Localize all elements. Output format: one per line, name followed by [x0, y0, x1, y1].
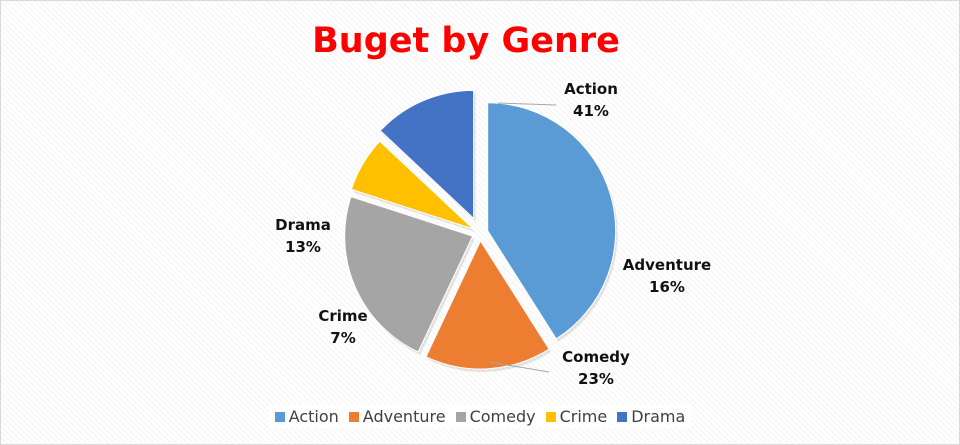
data-label-adventure-percent: 16% [649, 278, 685, 296]
slice-comedy[interactable] [344, 195, 474, 353]
data-label-crime-percent: 7% [330, 329, 355, 347]
slice-action[interactable] [487, 102, 617, 340]
legend-item-adventure[interactable]: Adventure [348, 407, 446, 426]
legend: Action Adventure Comedy Crime Drama [1, 405, 959, 428]
slice-drama[interactable] [379, 89, 475, 220]
leader-line-comedy [488, 361, 550, 373]
legend-swatch-action [274, 411, 285, 422]
legend-swatch-drama [617, 411, 628, 422]
legend-item-action[interactable]: Action [274, 407, 339, 426]
legend-label-crime: Crime [559, 407, 608, 426]
data-label-drama-category: Drama [275, 216, 331, 234]
data-label-crime-category: Crime [318, 307, 367, 325]
slice-crime[interactable] [350, 140, 474, 230]
legend-item-comedy[interactable]: Comedy [455, 407, 536, 426]
legend-label-comedy: Comedy [469, 407, 536, 426]
slice-adventure[interactable] [425, 239, 550, 370]
legend-swatch-crime [545, 411, 556, 422]
legend-swatch-comedy [455, 411, 466, 422]
legend-label-action: Action [288, 407, 339, 426]
data-label-adventure-category: Adventure [623, 256, 711, 274]
legend-label-adventure: Adventure [362, 407, 446, 426]
data-label-drama-percent: 13% [285, 238, 321, 256]
legend-item-drama[interactable]: Drama [617, 407, 685, 426]
legend-swatch-adventure [348, 411, 359, 422]
legend-item-crime[interactable]: Crime [545, 407, 608, 426]
data-label-comedy-percent: 23% [578, 370, 614, 388]
chart-title: Buget by Genre [312, 21, 620, 61]
data-label-comedy-category: Comedy [562, 348, 630, 366]
legend-label-drama: Drama [631, 407, 686, 426]
data-label-action-percent: 41% [573, 102, 609, 120]
data-label-action-category: Action [564, 80, 618, 98]
leader-line-action [497, 102, 557, 106]
